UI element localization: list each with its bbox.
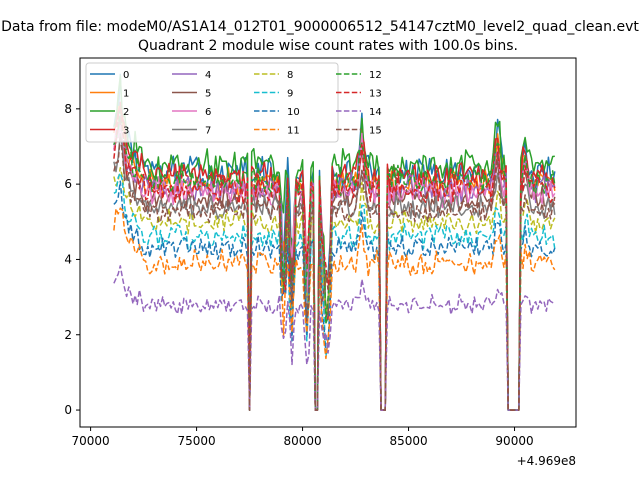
legend-label-5: 5 [205, 89, 211, 100]
series-layer [113, 73, 556, 411]
series-line-9 [113, 172, 556, 411]
series-line-11 [113, 207, 556, 411]
series-line-8 [113, 167, 556, 411]
x-tick-label: 80000 [283, 434, 321, 448]
x-axis-offset-label: +4.969e8 [517, 454, 576, 468]
series-line-10 [113, 180, 556, 411]
y-tick-label: 2 [64, 328, 72, 342]
plot-frame [79, 57, 577, 428]
legend-label-6: 6 [205, 107, 211, 118]
series-line-15 [113, 134, 556, 411]
legend-label-12: 12 [369, 70, 382, 81]
figure-suptitle: Data from file: modeM0/AS1A14_012T01_900… [1, 19, 639, 35]
y-tick-label: 8 [64, 102, 72, 116]
x-tick-label: 85000 [389, 434, 427, 448]
legend-label-15: 15 [369, 126, 382, 137]
legend-label-9: 9 [287, 89, 293, 100]
series-line-6 [113, 124, 556, 411]
legend-box [85, 62, 339, 143]
legend-label-10: 10 [287, 107, 300, 118]
series-line-14 [113, 265, 556, 411]
x-tick-label: 70000 [72, 434, 110, 448]
legend-label-2: 2 [123, 107, 129, 118]
legend-label-4: 4 [205, 70, 211, 81]
x-tick-label: 90000 [495, 434, 533, 448]
legend-label-11: 11 [287, 126, 300, 137]
series-line-2 [113, 75, 555, 411]
chart-title: Quadrant 2 module wise count rates with … [138, 38, 518, 54]
series-line-13 [113, 101, 556, 411]
legend-label-1: 1 [123, 89, 129, 100]
y-tick-label: 6 [64, 177, 72, 191]
x-tick-label: 75000 [177, 434, 215, 448]
y-axis: 0 2 4 6 8 [64, 102, 80, 417]
legend-label-3: 3 [123, 126, 129, 137]
y-tick-label: 0 [64, 403, 72, 417]
x-axis: 70000 75000 80000 85000 90000 [72, 427, 534, 448]
legend-label-13: 13 [369, 89, 382, 100]
y-tick-label: 4 [64, 252, 72, 266]
legend-label-0: 0 [123, 70, 129, 81]
series-line-12 [113, 103, 556, 411]
legend-label-7: 7 [205, 126, 211, 137]
legend-label-8: 8 [287, 70, 293, 81]
legend-label-14: 14 [369, 107, 382, 118]
